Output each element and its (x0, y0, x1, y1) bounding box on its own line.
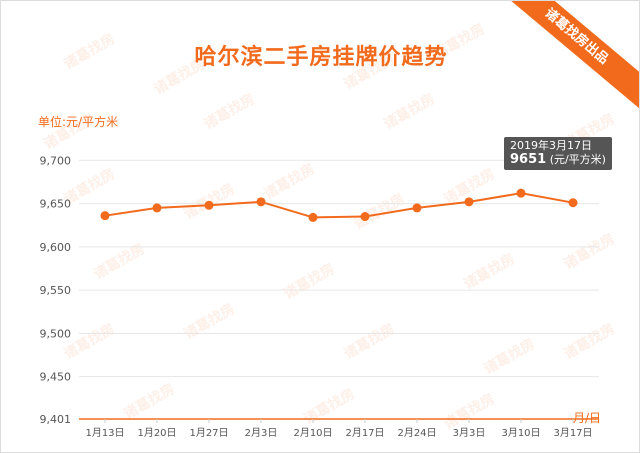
x-tick-label: 2月3日 (245, 427, 278, 439)
y-tick-label: 9,401 (40, 413, 72, 426)
y-axis-unit-label: 单位:元/平方米 (38, 115, 119, 129)
x-tick-label: 1月13日 (85, 427, 124, 439)
data-point (360, 212, 370, 222)
data-point (204, 200, 214, 210)
x-tick-label: 2月17日 (345, 427, 384, 439)
data-point (464, 197, 474, 207)
x-tick-label: 3月10日 (501, 427, 540, 439)
chart-title: 哈尔滨二手房挂牌价趋势 (194, 45, 448, 70)
y-tick-label: 9,650 (40, 198, 72, 211)
y-tick-label: 9,500 (40, 327, 72, 340)
data-tooltip: 2019年3月17日 9651 (元/平方米) (504, 137, 612, 170)
series-line (104, 192, 574, 219)
x-tick-label: 2月24日 (397, 427, 436, 439)
x-tick-label: 1月20日 (137, 427, 176, 439)
y-tick-label: 9,700 (40, 154, 72, 167)
data-point (412, 203, 422, 213)
tooltip-unit: (元/平方米) (549, 153, 606, 166)
data-point (100, 211, 110, 221)
x-tick-label: 1月27日 (189, 427, 228, 439)
y-tick-label: 9,450 (40, 371, 72, 384)
tooltip-date: 2019年3月17日 (510, 139, 592, 152)
y-tick-label: 9,600 (40, 241, 72, 254)
y-tick-label: 9,550 (40, 284, 72, 297)
x-axis-unit-label: 月/日 (573, 411, 602, 425)
data-point (256, 197, 266, 207)
data-point (308, 212, 318, 222)
x-tick-label: 2月10日 (293, 427, 332, 439)
x-tick-label: 3月17日 (553, 427, 592, 439)
data-point (516, 188, 526, 198)
data-point (568, 198, 578, 208)
tooltip-value: 9651 (510, 152, 547, 167)
data-point (152, 203, 162, 213)
x-tick-label: 3月3日 (453, 427, 486, 439)
